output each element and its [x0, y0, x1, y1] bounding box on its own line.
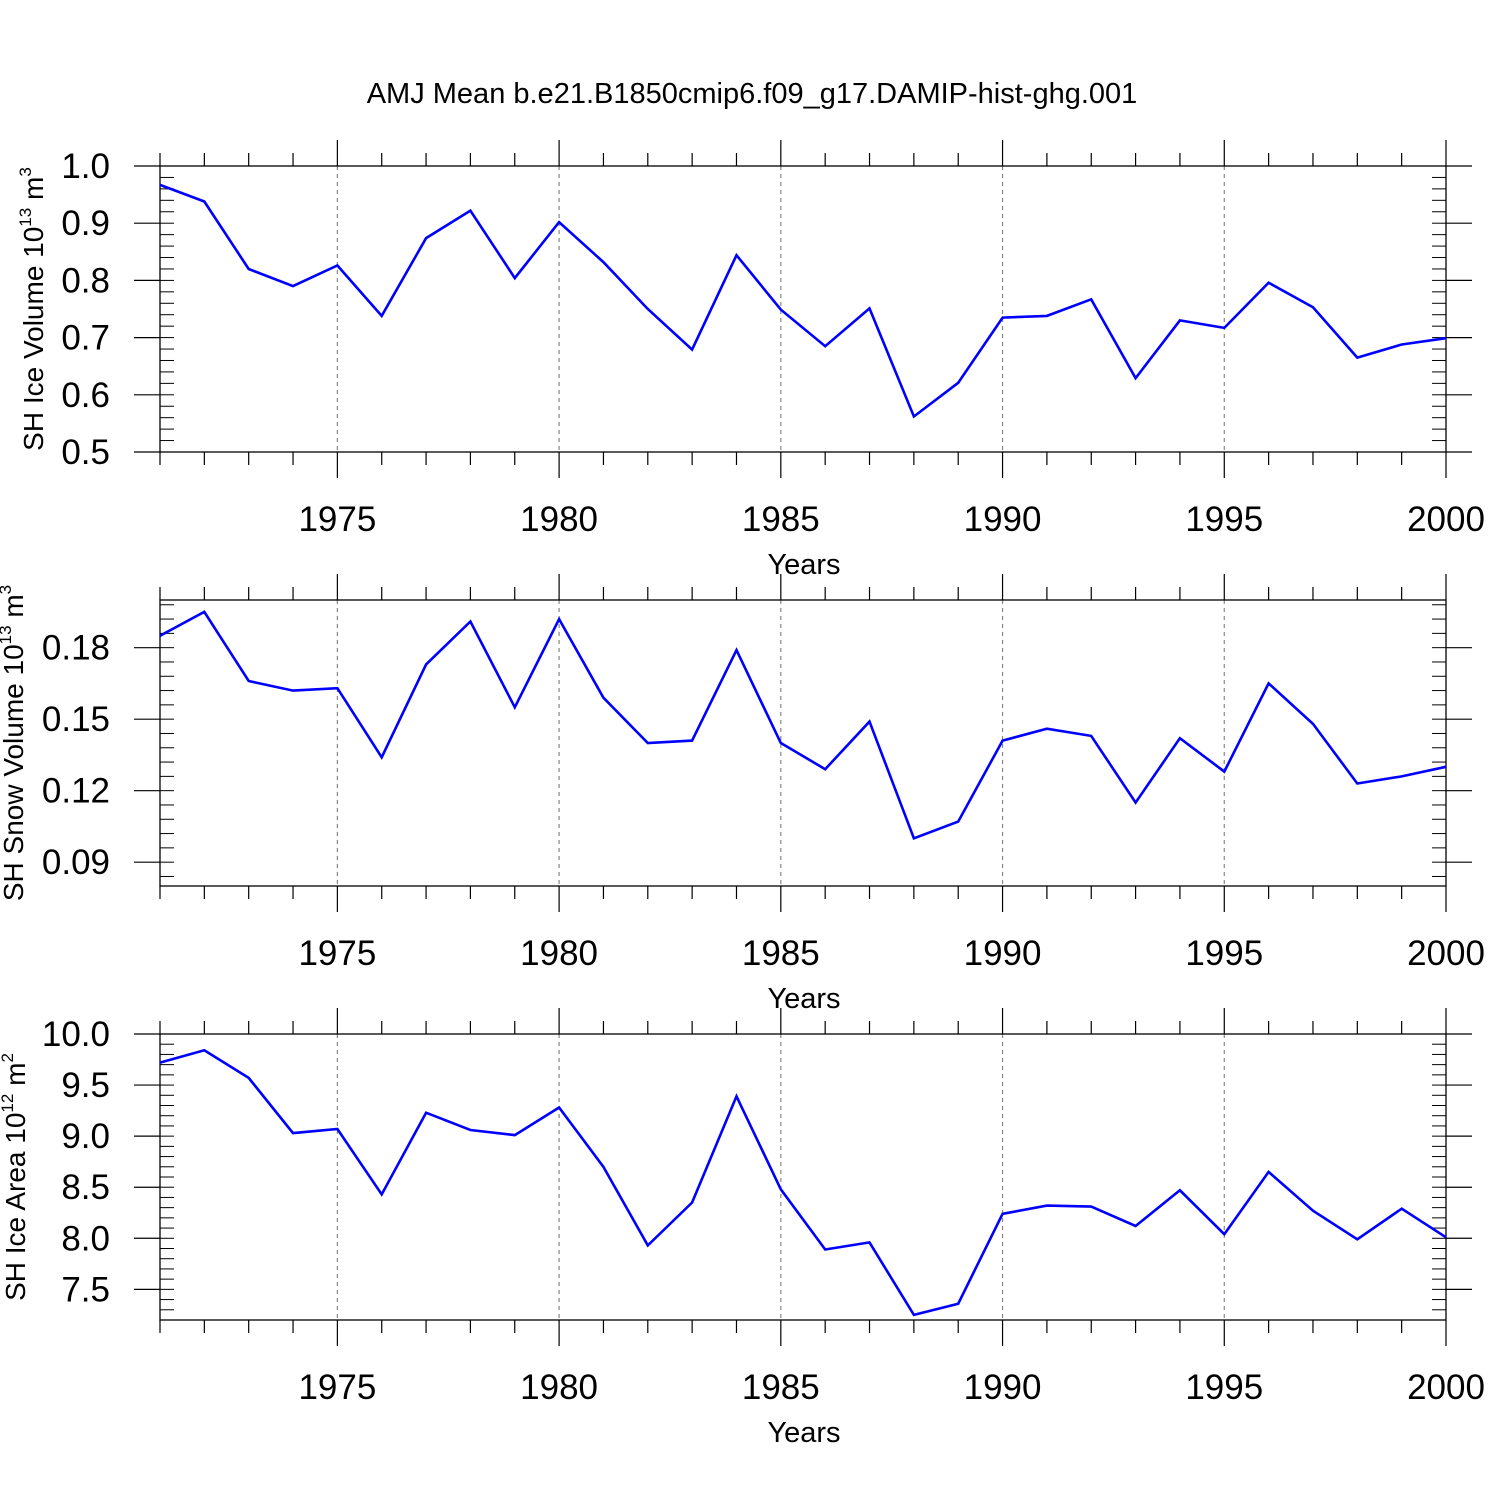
y-tick-label: 0.7	[61, 319, 110, 358]
plot-frame	[159, 165, 1447, 453]
y-tick-label: 8.0	[61, 1219, 110, 1258]
x-tick-label: 1975	[298, 1368, 376, 1407]
y-tick-label: 0.9	[61, 204, 110, 243]
chart-panel-2: 0.09 0.12 0.15 0.18 1975 1980 1985 1990 1995 2000…	[0, 574, 1485, 1015]
y-tick-label: 0.8	[61, 261, 110, 300]
y-tick-label: 1.0	[61, 147, 110, 186]
y-tick-label: 0.18	[42, 629, 110, 668]
y-axis-label: SH Ice Volume 1013 m3	[16, 167, 49, 451]
x-tick-label: 1980	[520, 1368, 598, 1407]
x-tick-label: 1990	[964, 1368, 1042, 1407]
panels: 0.5 0.6 0.7 0.8 0.9 1.0 1975 1980 1985 1990 1995 20…	[0, 140, 1485, 1449]
x-tick-label: 1980	[520, 500, 598, 539]
y-tick-label: 0.12	[42, 772, 110, 811]
data-line	[159, 183, 1447, 419]
x-tick-label: 2000	[1407, 934, 1485, 973]
x-tick-label: 1985	[742, 934, 820, 973]
x-tick-label: 1985	[742, 500, 820, 539]
x-axis-label: Years	[767, 549, 840, 581]
x-tick-label: 1975	[298, 934, 376, 973]
y-tick-label: 0.09	[42, 843, 110, 882]
x-tick-label: 2000	[1407, 500, 1485, 539]
data-line	[159, 1048, 1447, 1317]
y-tick-label: 0.5	[61, 433, 110, 472]
x-tick-label: 1980	[520, 934, 598, 973]
y-tick-label: 10.0	[42, 1015, 110, 1054]
x-tick-label: 1985	[742, 1368, 820, 1407]
x-tick-label: 1990	[964, 934, 1042, 973]
y-tick-label: 0.6	[61, 376, 110, 415]
y-tick-label: 9.5	[61, 1066, 110, 1105]
chart-panel-1: 0.5 0.6 0.7 0.8 0.9 1.0 1975 1980 1985 1990 1995 20…	[16, 140, 1485, 581]
x-axis-label: Years	[767, 983, 840, 1015]
y-axis-label: SH Ice Area 1012 m2	[0, 1053, 31, 1301]
plot-frame	[159, 1033, 1447, 1321]
x-tick-label: 2000	[1407, 1368, 1485, 1407]
x-tick-label: 1990	[964, 500, 1042, 539]
y-tick-label: 8.5	[61, 1168, 110, 1207]
x-tick-label: 1975	[298, 500, 376, 539]
y-tick-label: 7.5	[61, 1270, 110, 1309]
chart-panel-3: 7.5 8.0 8.5 9.0 9.5 10.0 1975 1980 1985 1990 1995 2…	[0, 1008, 1485, 1449]
x-tick-label: 1995	[1185, 1368, 1263, 1407]
figure-title: AMJ Mean b.e21.B1850cmip6.f09_g17.DAMIP-…	[367, 78, 1138, 110]
y-tick-label: 9.0	[61, 1117, 110, 1156]
x-axis-label: Years	[767, 1417, 840, 1449]
y-tick-label: 0.15	[42, 700, 110, 739]
plot-frame	[159, 599, 1447, 887]
data-line	[159, 610, 1447, 840]
y-axis-label: SH Snow Volume 1013 m3	[0, 585, 29, 901]
x-tick-label: 1995	[1185, 500, 1263, 539]
x-tick-label: 1995	[1185, 934, 1263, 973]
